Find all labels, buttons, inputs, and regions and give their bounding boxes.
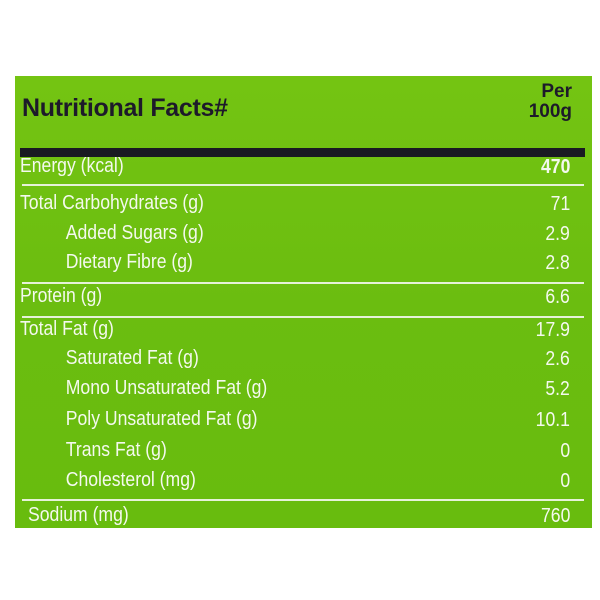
nutrient-row-total-fat: Total Fat (g): [20, 318, 500, 344]
nutrient-label: Total Carbohydrates (g): [20, 192, 204, 214]
nutrient-row-energy: Energy (kcal): [20, 155, 500, 181]
nutrient-value-protein: 6.6: [545, 286, 570, 308]
nutrient-value-cholesterol: 0: [560, 470, 570, 492]
nutrient-row-poly-unsaturated-fat: Poly Unsaturated Fat (g): [20, 408, 500, 434]
nutrient-row-trans-fat: Trans Fat (g): [20, 439, 500, 465]
row-divider: [22, 499, 584, 501]
nutrient-value-added-sugars: 2.9: [545, 223, 570, 245]
nutrient-value-dietary-fibre: 2.8: [545, 252, 570, 274]
nutrient-label: Energy (kcal): [20, 155, 124, 177]
nutrient-value-trans-fat: 0: [560, 440, 570, 462]
per-line-2: 100g: [528, 101, 572, 122]
per-line-1: Per: [541, 81, 572, 102]
nutrient-label: Sodium (mg): [28, 504, 129, 526]
nutrient-row-mono-unsaturated-fat: Mono Unsaturated Fat (g): [20, 377, 500, 403]
nutrient-row-added-sugars: Added Sugars (g): [20, 222, 500, 248]
nutrient-row-saturated-fat: Saturated Fat (g): [20, 347, 500, 373]
nutrient-label: Poly Unsaturated Fat (g): [65, 408, 258, 430]
nutrient-label: Protein (g): [20, 285, 103, 307]
row-divider: [22, 316, 584, 318]
nutrient-label: Saturated Fat (g): [65, 347, 199, 369]
nutrient-row-protein: Protein (g): [20, 285, 500, 311]
row-divider: [22, 282, 584, 284]
nutrient-label: Total Fat (g): [20, 318, 114, 340]
nutrient-row-sodium: Sodium (mg): [28, 504, 508, 530]
nutrient-value-mono-unsaturated-fat: 5.2: [545, 378, 570, 400]
label-title: Nutritional Facts#: [22, 94, 228, 122]
header-divider-bar: [20, 148, 585, 157]
nutrient-value-poly-unsaturated-fat: 10.1: [535, 409, 570, 431]
nutrient-label: Dietary Fibre (g): [65, 251, 193, 273]
nutrient-value-saturated-fat: 2.6: [545, 348, 570, 370]
nutrient-value-energy: 470: [540, 156, 570, 178]
nutrient-label: Mono Unsaturated Fat (g): [65, 377, 268, 399]
nutrient-label: Cholesterol (mg): [65, 469, 196, 491]
row-divider: [22, 184, 584, 186]
nutrient-label: Added Sugars (g): [65, 222, 204, 244]
nutrient-label: Trans Fat (g): [65, 439, 167, 461]
per-serving-header: Per 100g: [529, 82, 572, 122]
nutrient-row-dietary-fibre: Dietary Fibre (g): [20, 251, 500, 277]
nutrient-row-carbohydrates: Total Carbohydrates (g): [20, 192, 500, 218]
nutrient-value-carbohydrates: 71: [550, 193, 570, 215]
nutrient-value-sodium: 760: [540, 505, 570, 527]
nutrient-row-cholesterol: Cholesterol (mg): [20, 469, 500, 495]
nutrient-value-total-fat: 17.9: [535, 319, 570, 341]
